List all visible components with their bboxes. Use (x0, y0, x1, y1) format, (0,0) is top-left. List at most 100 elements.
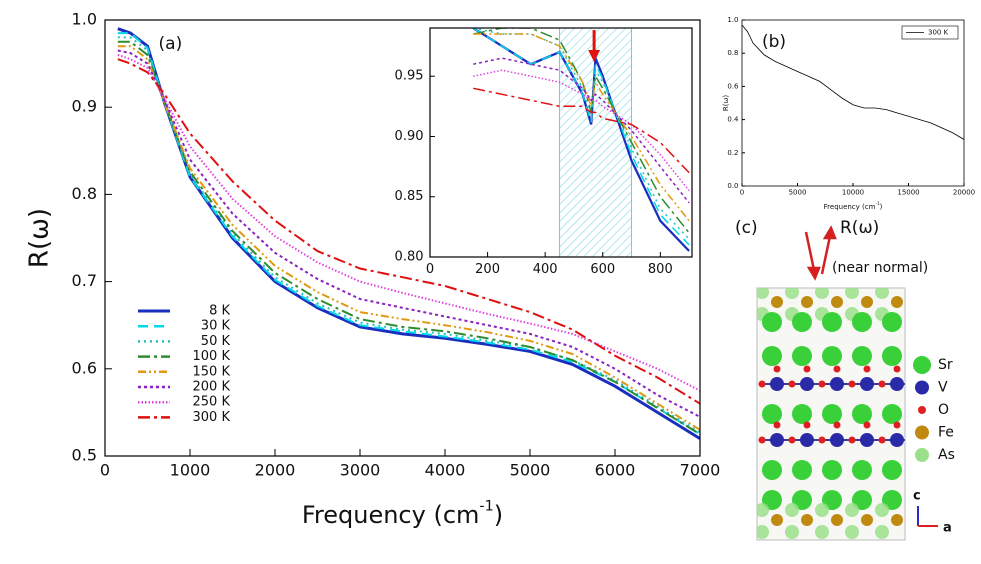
atom (770, 377, 784, 391)
incidence-label: (near normal) (832, 260, 928, 276)
atom (852, 404, 872, 424)
atom (785, 525, 799, 539)
legend-label: 300 K (928, 29, 949, 37)
atom (852, 460, 872, 480)
x-tick-label: 5000 (789, 189, 807, 197)
legend-box (901, 25, 959, 40)
plot-frame (104, 19, 701, 457)
atom (912, 312, 932, 332)
atom (875, 525, 889, 539)
atom (852, 490, 872, 510)
atom (905, 525, 919, 539)
plot-frame (741, 19, 965, 187)
atom (893, 365, 901, 373)
atom (831, 514, 843, 526)
y-tick-label: 0.8 (727, 49, 738, 57)
atom (882, 312, 902, 332)
atom (912, 460, 932, 480)
element-label: O (938, 402, 949, 418)
series-line (117, 49, 700, 418)
series-line (473, 87, 690, 174)
atom (762, 346, 782, 366)
atom (822, 346, 842, 366)
x-tick-label: 7000 (680, 461, 721, 480)
atom (845, 288, 859, 299)
atom (792, 460, 812, 480)
axis-label: c (913, 489, 921, 504)
atom (800, 377, 814, 391)
y-tick-label: 0.6 (72, 358, 97, 377)
y-tick-label: 0.7 (72, 271, 97, 290)
x-tick-label: 200 (475, 262, 500, 277)
x-tick-label: 600 (590, 262, 615, 277)
atom (815, 525, 829, 539)
series-line (117, 58, 700, 405)
atom (800, 433, 814, 447)
atom (863, 421, 871, 429)
atom (803, 421, 811, 429)
atom (758, 436, 766, 444)
atom (762, 404, 782, 424)
x-tick-label: 15000 (897, 189, 919, 197)
arrow-head (588, 50, 601, 62)
atom (848, 436, 856, 444)
atom (831, 296, 843, 308)
x-tick-label: 20000 (953, 189, 975, 197)
legend-label: 8 K (209, 304, 230, 319)
atom (757, 503, 769, 517)
y-tick-label: 0.9 (72, 97, 97, 116)
x-tick-label: 0 (100, 461, 110, 480)
legend-label: 50 K (201, 334, 231, 349)
atom (818, 436, 826, 444)
legend-atom (918, 406, 926, 414)
element-label: As (938, 447, 955, 463)
y-tick-label: 1.0 (727, 16, 738, 24)
x-tick-label: 0 (426, 262, 434, 277)
atom (845, 525, 859, 539)
series-line (117, 32, 700, 436)
atom (830, 377, 844, 391)
atom (773, 365, 781, 373)
atom (890, 433, 904, 447)
atom (882, 346, 902, 366)
x-tick-label: 1000 (170, 461, 211, 480)
atom (815, 288, 829, 299)
atom (770, 433, 784, 447)
atom (890, 377, 904, 391)
legend-atom (915, 425, 929, 440)
atom (801, 514, 813, 526)
x-axis-label-text: Frequency (cm (302, 501, 480, 529)
legend-label: 200 K (193, 380, 231, 395)
atom (822, 404, 842, 424)
legend-atom (915, 448, 929, 462)
x-tick-label: 800 (648, 262, 673, 277)
atom (803, 365, 811, 373)
x-tick-label: 400 (533, 262, 558, 277)
atom (882, 490, 902, 510)
x-tick-label: 4000 (425, 461, 466, 480)
atom (878, 436, 886, 444)
x-axis-label-sup: -1 (875, 201, 880, 206)
x-tick-label: 2000 (255, 461, 296, 480)
atom (878, 380, 886, 388)
legend: 300 K (901, 25, 959, 40)
atom (788, 380, 796, 388)
y-tick-label: 0.0 (727, 182, 738, 190)
series-line (473, 33, 690, 222)
atom (882, 404, 902, 424)
atom (891, 296, 903, 308)
atom (822, 460, 842, 480)
x-tick-label: 5000 (510, 461, 551, 480)
legend-label: 150 K (193, 364, 231, 379)
y-tick-label: 0.4 (727, 116, 739, 124)
reflect-label: R(ω) (840, 218, 879, 238)
atom (833, 421, 841, 429)
atom (801, 296, 813, 308)
legend-label: 100 K (193, 349, 231, 364)
atom (921, 296, 933, 308)
x-tick-label: 3000 (340, 461, 381, 480)
atom (785, 503, 799, 517)
atom (822, 490, 842, 510)
atom (815, 503, 829, 517)
